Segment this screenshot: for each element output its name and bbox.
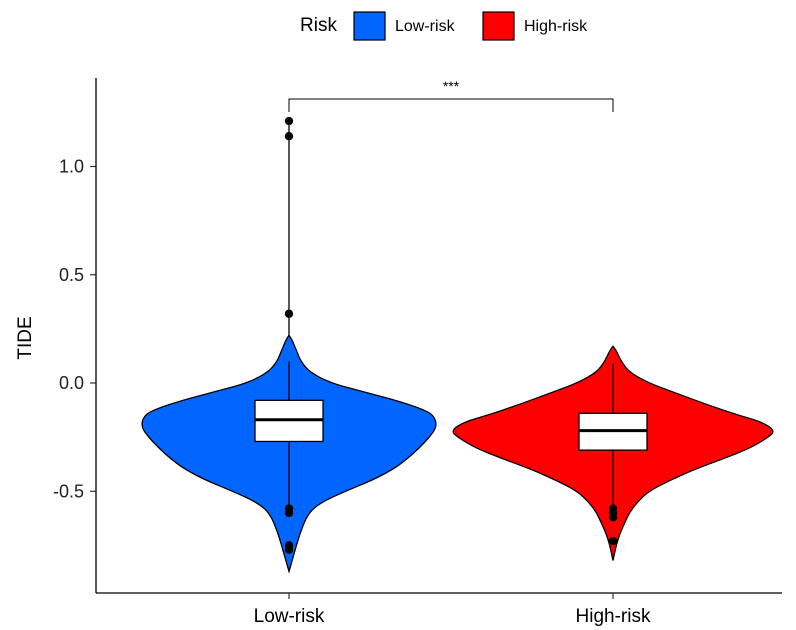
y-tick-label: -0.5 xyxy=(53,481,84,501)
y-tick-label: 0.5 xyxy=(59,265,84,285)
legend-label-high-risk: High-risk xyxy=(524,18,588,35)
y-tick-label: 1.0 xyxy=(59,157,84,177)
significance-label: *** xyxy=(443,78,460,94)
outlier-point xyxy=(608,513,618,522)
x-tick-label: Low-risk xyxy=(254,606,325,627)
legend-label-low-risk: Low-risk xyxy=(395,18,456,35)
legend: Risk Low-risk High-risk xyxy=(300,11,588,41)
legend-swatch-low-risk xyxy=(353,11,386,41)
x-axis-ticks: Low-risk High-risk xyxy=(254,593,651,627)
legend-title: Risk xyxy=(300,15,337,36)
outlier-point xyxy=(284,545,294,554)
significance-bracket-line xyxy=(288,98,614,112)
y-axis-ticks: -0.5 0.0 0.5 1.0 xyxy=(53,157,96,501)
legend-swatch-high-risk xyxy=(482,11,515,41)
x-tick-label: High-risk xyxy=(576,606,651,627)
boxplots xyxy=(254,116,648,554)
violins xyxy=(141,334,774,574)
outlier-point xyxy=(284,508,294,518)
y-tick-label: 0.0 xyxy=(59,373,84,393)
outlier-point xyxy=(608,536,618,546)
significance-bracket: *** xyxy=(288,78,614,112)
y-axis-title: TIDE xyxy=(15,316,36,359)
